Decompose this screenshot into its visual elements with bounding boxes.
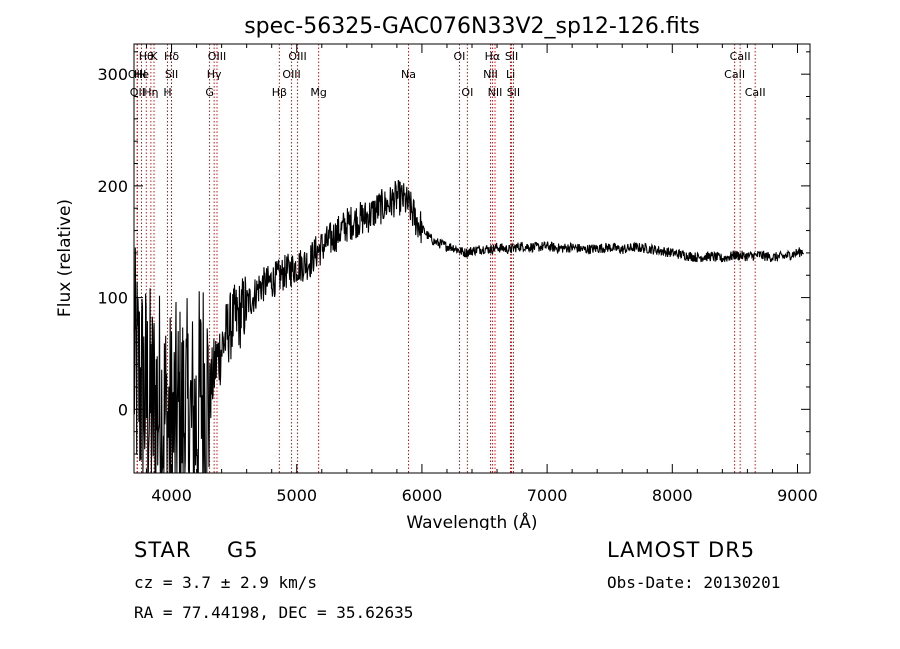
- y-tick-label: 0: [118, 400, 128, 419]
- spectral-line-label: CaII: [724, 68, 745, 81]
- spectral-line-label: Hδ: [164, 50, 179, 63]
- redshift-cz: cz = 3.7 ± 2.9 km/s: [134, 573, 318, 592]
- y-tick-label: 300: [97, 65, 128, 84]
- observation-date: Obs-Date: 20130201: [607, 573, 781, 592]
- y-tick-label: 200: [97, 177, 128, 196]
- x-axis-label: Wavelength (Å): [406, 511, 537, 530]
- object-class: STAR: [134, 538, 192, 562]
- spectral-line-label: Hβ: [272, 86, 287, 99]
- x-tick-label: 8000: [652, 486, 693, 505]
- spectral-line-label: CaII: [730, 50, 751, 63]
- spectral-line-label: Hη: [143, 86, 158, 99]
- spectral-line-label: Mg: [310, 86, 326, 99]
- y-axis: 0 100 200 300: [97, 51, 810, 455]
- spectral-line-label: Na: [401, 68, 416, 81]
- spectral-line-label: OI: [461, 86, 473, 99]
- spectral-line-label: OI: [454, 50, 466, 63]
- object-subclass: G5: [227, 538, 259, 562]
- spectral-line-label: OIII: [208, 50, 226, 63]
- chart-title: spec-56325-GAC076N33V2_sp12-126.fits: [244, 14, 700, 39]
- ra-dec-coordinates: RA = 77.44198, DEC = 35.62635: [134, 603, 414, 622]
- spectrum-line: [133, 179, 805, 474]
- y-tick-label: 100: [97, 289, 128, 308]
- y-axis-label: Flux (relative): [55, 199, 75, 317]
- spectral-line-label: OIII: [288, 50, 306, 63]
- spectral-line-label: OIII: [282, 68, 300, 81]
- x-tick-label: 5000: [276, 486, 317, 505]
- spectral-line-label: G: [205, 86, 214, 99]
- spectral-line-label: SII: [507, 86, 520, 99]
- spectral-line-label: Hθ: [139, 50, 154, 63]
- spectral-line-label: CaII: [745, 86, 766, 99]
- spectral-line-label: Hγ: [207, 68, 222, 81]
- spectral-line-label: H: [163, 86, 171, 99]
- spectral-line-markers: [136, 44, 756, 473]
- spectral-line-label: SII: [165, 68, 178, 81]
- x-tick-label: 4000: [151, 486, 192, 505]
- survey-name: LAMOST DR5: [607, 538, 756, 562]
- x-tick-label: 7000: [527, 486, 568, 505]
- spectral-line-label: Li: [506, 68, 515, 81]
- x-tick-label: 6000: [402, 486, 443, 505]
- spectral-line-label: K: [150, 50, 158, 63]
- spectral-line-label: NII: [483, 68, 498, 81]
- x-axis: 4000 5000 6000 7000 8000 9000: [146, 44, 818, 505]
- spectrum-chart: spec-56325-GAC076N33V2_sp12-126.fits HθK…: [55, 14, 818, 530]
- spectral-line-label: NII: [488, 86, 503, 99]
- spectral-line-label: Hα: [485, 50, 501, 63]
- spectral-line-label: SII: [505, 50, 518, 63]
- x-tick-label: 9000: [777, 486, 818, 505]
